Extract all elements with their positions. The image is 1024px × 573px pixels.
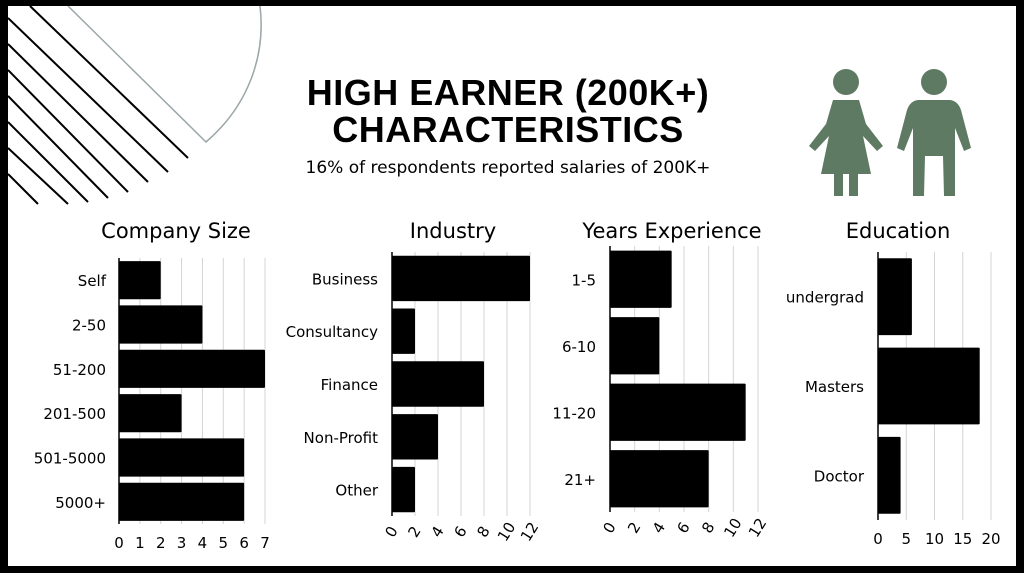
category-label: Doctor — [814, 467, 865, 485]
tick-label: 6 — [673, 519, 693, 537]
bar — [119, 305, 203, 344]
tick-label: 6 — [450, 523, 470, 541]
tick-label: 4 — [649, 519, 669, 537]
bar — [392, 466, 415, 513]
bar — [119, 261, 161, 300]
infographic: HIGH EARNER (200K+) CHARACTERISTICS 16% … — [8, 6, 1016, 566]
tick-label: 5 — [901, 530, 911, 548]
category-label: 1-5 — [572, 271, 597, 289]
tick-label: 4 — [198, 534, 208, 552]
title-line-2: CHARACTERISTICS — [332, 109, 684, 150]
tick-label: 0 — [873, 530, 883, 548]
decorative-lines — [8, 6, 262, 205]
tick-label: 2 — [156, 534, 166, 552]
bar — [610, 383, 746, 441]
bar — [392, 361, 484, 407]
category-label: Business — [312, 270, 378, 288]
tick-label: 5 — [219, 534, 229, 552]
chart-title: Company Size — [101, 219, 251, 243]
category-label: Non-Profit — [304, 429, 379, 447]
category-label: undergrad — [786, 289, 864, 307]
bar — [119, 394, 182, 433]
category-label: 5000+ — [55, 494, 106, 512]
page-subtitle: 16% of respondents reported salaries of … — [305, 158, 711, 178]
category-label: 21+ — [564, 471, 596, 489]
category-label: 501-5000 — [34, 450, 106, 468]
category-label: 2-50 — [72, 317, 106, 335]
category-label: Other — [335, 482, 378, 500]
bar — [878, 436, 901, 514]
bar — [610, 450, 709, 508]
bar — [119, 438, 245, 477]
tick-label: 2 — [404, 523, 424, 541]
bar — [610, 317, 660, 375]
category-label: Masters — [805, 378, 864, 396]
tick-label: 20 — [981, 530, 1000, 548]
tick-label: 0 — [381, 523, 401, 541]
tick-label: 12 — [517, 519, 542, 545]
tick-label: 0 — [599, 519, 619, 537]
tick-label: 10 — [925, 530, 944, 548]
chart-title: Education — [846, 219, 951, 243]
category-label: 6-10 — [562, 338, 596, 356]
bar — [392, 308, 415, 354]
bar — [119, 482, 245, 521]
bar — [878, 347, 980, 425]
category-label: 201-500 — [43, 405, 106, 423]
category-label: Finance — [321, 376, 378, 394]
tick-label: 2 — [624, 519, 644, 537]
tick-label: 1 — [135, 534, 145, 552]
category-label: 51-200 — [53, 361, 106, 379]
tick-label: 10 — [494, 519, 519, 545]
woman-and-man-icon — [809, 69, 971, 196]
tick-label: 6 — [239, 534, 249, 552]
chart-title: Industry — [410, 219, 496, 243]
tick-label: 8 — [698, 519, 718, 537]
title-line-1: HIGH EARNER (200K+) — [306, 72, 710, 113]
category-label: Consultancy — [286, 323, 378, 341]
chart-title: Years Experience — [581, 219, 761, 243]
tick-label: 0 — [114, 534, 124, 552]
tick-label: 8 — [473, 523, 493, 541]
bar — [610, 250, 672, 308]
tick-label: 4 — [427, 523, 447, 541]
category-label: Self — [78, 272, 107, 290]
bar — [119, 349, 265, 388]
tick-label: 12 — [745, 515, 770, 541]
category-label: 11-20 — [552, 404, 596, 422]
tick-label: 10 — [720, 515, 745, 541]
bar — [878, 258, 912, 336]
tick-label: 7 — [260, 534, 270, 552]
page-title: HIGH EARNER (200K+) CHARACTERISTICS — [258, 74, 758, 148]
charts-area: Company SizeSelf2-5051-200201-500501-500… — [34, 219, 1001, 552]
bar — [392, 255, 530, 302]
tick-label: 15 — [953, 530, 972, 548]
bar — [392, 414, 438, 460]
tick-label: 3 — [177, 534, 187, 552]
